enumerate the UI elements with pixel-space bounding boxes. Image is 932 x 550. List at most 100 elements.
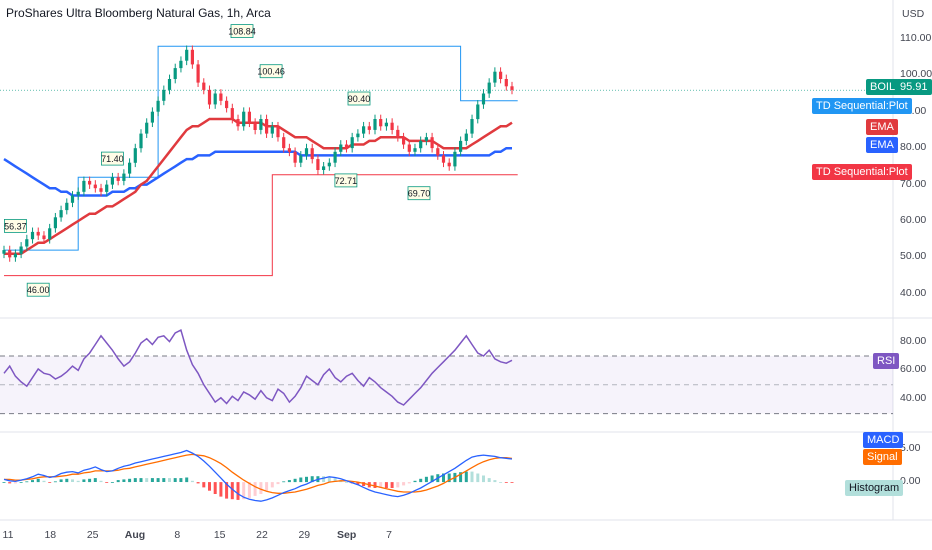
rsi-pane[interactable] [0, 329, 893, 415]
macd-histogram-bar [424, 476, 428, 483]
price-tick-label: 100.00 [900, 68, 932, 81]
macd-histogram-bar [293, 478, 297, 483]
td-plot-upper-tag: TD Sequential:Plot [812, 98, 912, 114]
candle-body [310, 148, 314, 160]
candle-body [116, 177, 120, 181]
candle-body [379, 119, 383, 127]
symbol-tag: BOIL [866, 79, 900, 95]
rsi-line [3, 329, 513, 406]
candle-body [464, 133, 468, 141]
candle-body [8, 250, 12, 258]
macd-histogram-bar [76, 480, 80, 483]
time-tick-label: 22 [256, 529, 268, 541]
candle-body [105, 184, 109, 192]
candle-body [202, 82, 206, 90]
macd-tick-label: 5.00 [900, 442, 921, 455]
macd-histogram-bar [305, 476, 308, 483]
grid-layer [0, 0, 932, 521]
td-price-box [259, 64, 283, 79]
macd-histogram-bar [185, 477, 189, 483]
macd-line [3, 449, 513, 502]
candle-body [42, 235, 46, 240]
candle-body [373, 119, 377, 130]
td-price-label: 46.00 [27, 285, 50, 295]
candle-body [93, 184, 97, 189]
candle-body [196, 64, 200, 83]
ema-fast-tag: EMA [866, 119, 898, 135]
candle-body [390, 122, 394, 130]
td-price-label: 90.40 [348, 94, 371, 104]
candle-body [362, 126, 366, 134]
macd-histogram-bar [487, 478, 491, 482]
time-tick-label: 29 [298, 529, 311, 541]
td-price-label: 72.71 [335, 176, 358, 186]
macd-histogram-bar [447, 473, 451, 483]
candle-body [167, 79, 172, 90]
candle-body [322, 166, 326, 170]
macd-histogram-bar [99, 480, 103, 483]
macd-histogram-bar [390, 482, 394, 488]
candle-body [316, 159, 320, 170]
candle-body [30, 231, 35, 240]
candle-body [133, 148, 137, 163]
td-price-box [4, 218, 27, 233]
candle-body [510, 86, 514, 90]
candle-body [356, 133, 360, 138]
td-price-box [334, 173, 358, 188]
macd-histogram-bar [110, 482, 114, 483]
candle-body [299, 155, 303, 163]
price-pane[interactable] [0, 45, 893, 277]
td-price-box [101, 151, 124, 166]
candle-body [384, 122, 388, 127]
candle-body [128, 162, 132, 174]
candle-body [304, 148, 309, 156]
macd-histogram-bar [276, 482, 280, 485]
macd-histogram-bar [213, 482, 217, 494]
macd-histogram-bar [413, 480, 417, 483]
macd-histogram-bar [145, 478, 149, 482]
candle-body [230, 108, 234, 119]
macd-histogram-bar [459, 472, 463, 483]
candle-body [293, 151, 297, 163]
macd-histogram-bar [299, 477, 303, 483]
candle-body [207, 89, 212, 105]
ema-slow-line [3, 146, 512, 197]
macd-histogram-bar [208, 482, 211, 491]
macd-histogram-bar [482, 475, 485, 483]
candle-body [504, 79, 508, 87]
time-tick-label: 15 [213, 529, 226, 541]
td-price-label: 56.37 [4, 221, 27, 231]
rsi-tick-label: 80.00 [900, 334, 927, 347]
candle-body [367, 126, 371, 130]
ema-slow-tag: EMA [866, 137, 898, 153]
last-price-tag: 95.91 [896, 79, 932, 95]
price-tick-label: 40.00 [900, 286, 927, 299]
macd-pane[interactable] [2, 449, 514, 502]
candle-body [282, 137, 286, 149]
rsi-tick-label: 60.00 [900, 363, 927, 376]
macd-histogram-bar [8, 482, 12, 484]
candle-body [287, 148, 291, 152]
macd-histogram-bar [407, 482, 411, 484]
candle-body [265, 119, 269, 134]
candle-body [99, 188, 103, 192]
candle-body [247, 111, 251, 123]
macd-histogram-bar [430, 475, 434, 483]
rsi-tick-label: 40.00 [900, 392, 927, 405]
candle-body [344, 144, 349, 149]
td-price-box [230, 24, 254, 39]
macd-histogram-bar [168, 478, 171, 482]
ema-fast-line [4, 117, 513, 255]
macd-histogram-bar [396, 482, 400, 488]
candle-body [19, 246, 23, 254]
td-price-box [26, 282, 50, 297]
candle-body [476, 104, 480, 120]
time-tick-label: 25 [86, 529, 99, 541]
candle-body [145, 122, 149, 134]
candle-body [173, 68, 177, 79]
macd-histogram-bar [31, 480, 34, 483]
candle-body [65, 202, 69, 211]
macd-histogram-bar [384, 482, 388, 488]
td-price-labels: 56.37 46.00 71.40 108.84 100.46 90.40 72.71 69.… [4, 24, 431, 297]
